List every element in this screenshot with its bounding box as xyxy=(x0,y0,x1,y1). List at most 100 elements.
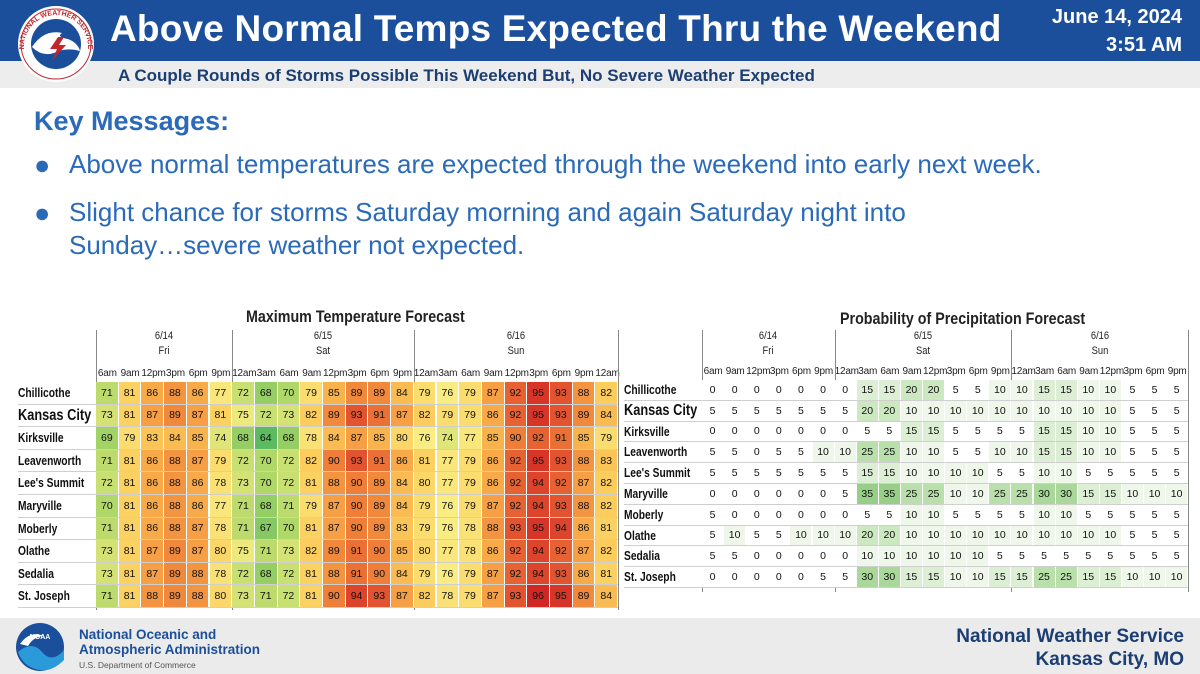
table-cell: 10 xyxy=(1033,504,1055,525)
table-cell: 86 xyxy=(141,517,164,540)
table-cell: 5 xyxy=(1166,525,1188,546)
table-cell: 81 xyxy=(300,562,322,585)
hour-label: 9pm xyxy=(574,368,594,379)
hour-label: 12am xyxy=(834,366,859,377)
table-cell: 0 xyxy=(834,380,856,400)
table-cell: 0 xyxy=(790,484,812,504)
table-cell: 78 xyxy=(300,427,322,449)
table-cell: 25 xyxy=(1033,567,1055,587)
row-divider xyxy=(18,516,619,518)
noaa-logo-icon: NOAA xyxy=(16,623,64,671)
table-cell: 5 xyxy=(1144,504,1166,525)
table-cell: 86 xyxy=(481,449,504,472)
table-cell: 0 xyxy=(812,504,834,525)
table-cell: 86 xyxy=(572,562,595,585)
hour-label: 9pm xyxy=(990,366,1010,377)
table-cell: 89 xyxy=(345,382,368,404)
table-cell: 89 xyxy=(164,540,186,562)
city-label: Kirksville xyxy=(624,424,670,439)
table-cell: 73 xyxy=(96,562,118,585)
table-cell: 88 xyxy=(186,585,209,607)
table-cell: 81 xyxy=(300,585,322,607)
table-cell: 10 xyxy=(900,463,922,483)
table-cell: 89 xyxy=(323,404,345,427)
table-cell: 72 xyxy=(96,472,118,494)
hour-label: 9am xyxy=(902,366,922,377)
row-divider xyxy=(18,584,619,586)
table-cell: 5 xyxy=(1077,504,1099,525)
table-cell: 71 xyxy=(96,517,118,540)
table-cell: 87 xyxy=(572,472,595,494)
table-cell: 86 xyxy=(186,495,209,517)
table-cell: 93 xyxy=(550,449,572,472)
table-cell: 87 xyxy=(323,495,345,517)
table-cell: 71 xyxy=(232,517,254,540)
table-cell: 89 xyxy=(164,562,186,585)
hour-label: 12pm xyxy=(141,368,166,379)
table-cell: 5 xyxy=(724,442,746,463)
table-cell: 10 xyxy=(1121,484,1143,504)
table-cell: 5 xyxy=(768,400,790,421)
table-cell: 78 xyxy=(459,540,481,562)
table-cell: 73 xyxy=(96,404,118,427)
table-cell: 15 xyxy=(1055,442,1077,463)
table-cell: 10 xyxy=(967,567,989,587)
table-cell: 84 xyxy=(391,472,413,494)
table-cell: 72 xyxy=(232,449,254,472)
day-name-label: Fri xyxy=(158,345,170,357)
table-cell: 91 xyxy=(550,427,572,449)
table-cell: 5 xyxy=(1166,504,1188,525)
table-cell: 10 xyxy=(945,567,967,587)
day-separator xyxy=(618,330,620,610)
table-cell: 10 xyxy=(989,400,1011,421)
hour-label: 9pm xyxy=(393,368,412,379)
table-cell: 86 xyxy=(141,382,164,404)
table-cell: 30 xyxy=(878,567,900,587)
table-cell: 81 xyxy=(118,449,141,472)
table-cell: 5 xyxy=(790,442,812,463)
table-cell: 10 xyxy=(900,442,922,463)
table-cell: 5 xyxy=(1011,421,1033,442)
table-cell: 0 xyxy=(790,567,812,587)
table-cell: 84 xyxy=(595,404,618,427)
table-cell: 95 xyxy=(527,382,549,404)
table-cell: 79 xyxy=(459,562,481,585)
table-cell: 86 xyxy=(481,540,504,562)
table-cell: 82 xyxy=(595,472,618,494)
nws-office: Kansas City, MO xyxy=(1035,649,1184,670)
table-cell: 87 xyxy=(391,404,413,427)
table-cell: 5 xyxy=(768,442,790,463)
hour-label: 9am xyxy=(725,366,745,377)
hour-label: 12pm xyxy=(923,366,948,377)
hour-label: 9am xyxy=(302,368,322,379)
table-cell: 0 xyxy=(790,380,812,400)
table-cell: 92 xyxy=(550,540,572,562)
city-label: Sedalia xyxy=(18,566,54,581)
table-cell: 87 xyxy=(481,495,504,517)
table-cell: 10 xyxy=(1144,484,1166,504)
hour-label: 3pm xyxy=(946,366,966,377)
table-cell: 71 xyxy=(232,495,254,517)
subtitle-bar xyxy=(0,61,1200,88)
table-cell: 5 xyxy=(702,442,724,463)
table-cell: 0 xyxy=(746,504,768,525)
table-cell: 90 xyxy=(368,540,391,562)
row-divider xyxy=(18,471,619,473)
table-cell: 0 xyxy=(746,546,768,567)
table-cell: 5 xyxy=(790,400,812,421)
table-cell: 87 xyxy=(141,540,164,562)
table-cell: 93 xyxy=(504,585,527,607)
city-label: Maryville xyxy=(18,499,62,513)
table-cell: 10 xyxy=(1011,400,1033,421)
table-cell: 0 xyxy=(702,421,724,442)
day-date-label: 6/16 xyxy=(506,330,526,342)
table-cell: 10 xyxy=(945,484,967,504)
table-cell: 25 xyxy=(1011,484,1033,504)
bullet-icon: ● xyxy=(34,198,51,228)
table-cell: 5 xyxy=(1121,463,1143,483)
table-cell: 86 xyxy=(481,472,504,494)
hour-label: 6pm xyxy=(792,366,811,377)
nws-name: National Weather Service xyxy=(956,626,1184,647)
table-cell: 92 xyxy=(550,472,572,494)
table-cell: 15 xyxy=(878,463,900,483)
